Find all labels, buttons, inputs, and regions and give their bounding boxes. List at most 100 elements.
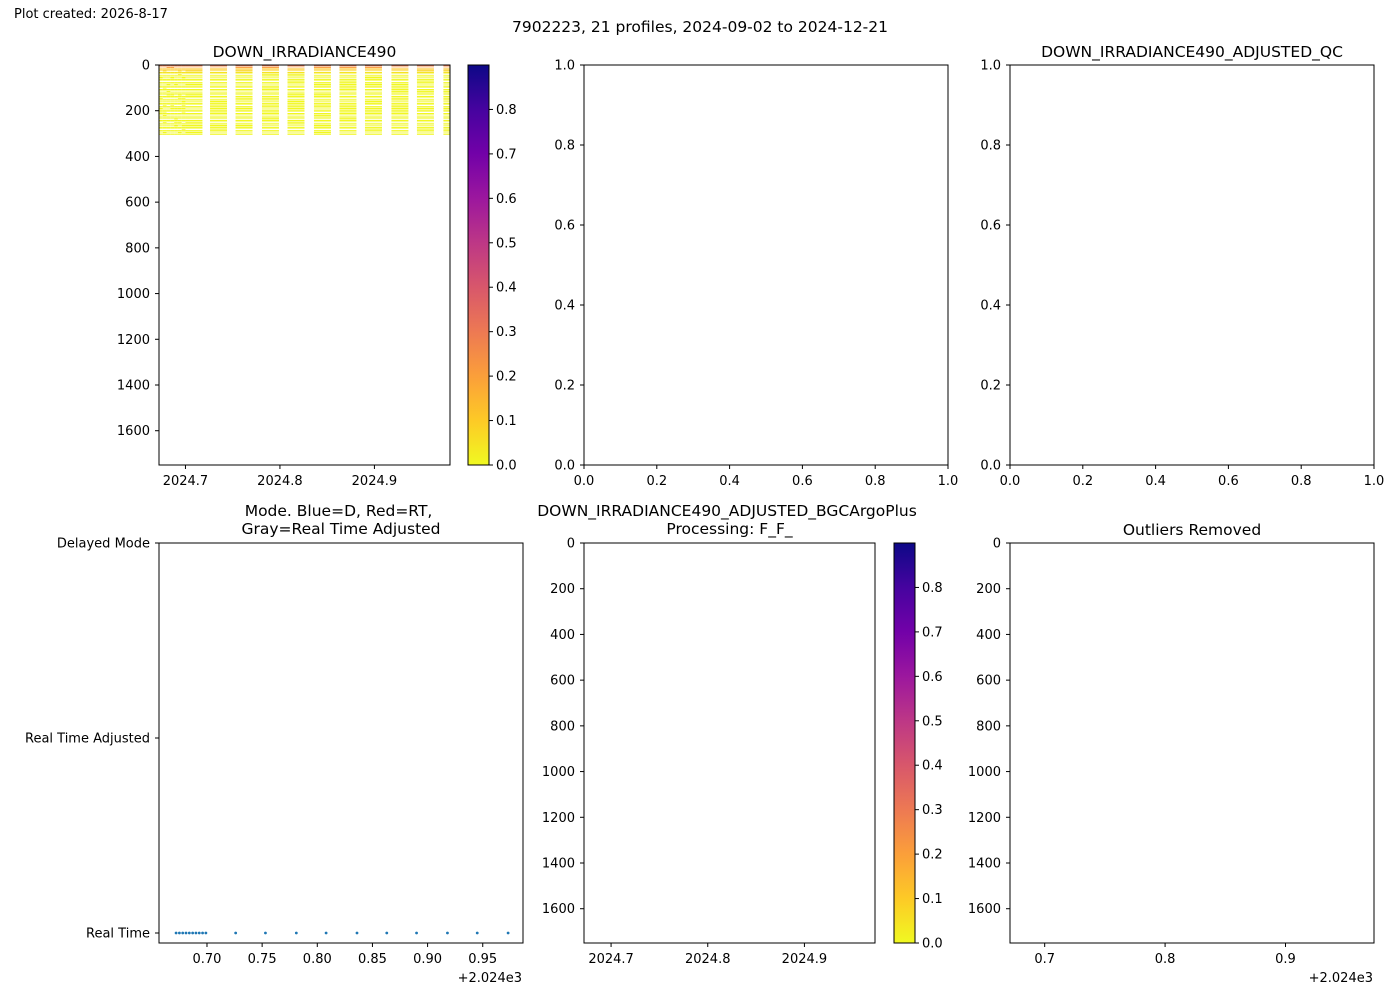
irradiance-cell — [364, 83, 382, 86]
mode-point — [178, 931, 181, 935]
irradiance-cell — [185, 66, 203, 68]
irradiance-cell — [287, 85, 305, 87]
irradiance-cell — [174, 114, 178, 116]
mode-point — [197, 931, 201, 935]
irradiance-cell — [159, 83, 163, 85]
irradiance-profile — [170, 65, 175, 135]
irradiance-cell — [235, 80, 253, 82]
irradiance-cell — [162, 90, 167, 92]
irradiance-cell — [364, 66, 382, 68]
irradiance-cell — [416, 78, 434, 80]
irradiance-cell — [166, 133, 171, 135]
irradiance-cell — [391, 133, 409, 135]
irradiance-cell — [159, 94, 163, 95]
irradiance-cell — [210, 94, 228, 95]
irradiance-cell — [162, 107, 167, 109]
irradiance-cell — [185, 75, 203, 77]
mode-point — [184, 931, 188, 935]
irradiance-cell — [170, 70, 175, 71]
irradiance-cell — [159, 104, 163, 106]
irradiance-cell — [443, 119, 450, 122]
irradiance-cell — [235, 130, 253, 132]
bgcargoplus-ytick-label: 1400 — [542, 857, 575, 872]
irradiance-cell — [339, 111, 357, 113]
irradiance-cell — [287, 114, 305, 116]
irradiance-cell — [177, 65, 182, 67]
irradiance-cell — [391, 71, 409, 74]
irradiance-cell — [170, 107, 175, 110]
irradiance-cell — [170, 102, 175, 104]
irradiance-cell — [159, 114, 163, 116]
irradiance-cell — [261, 101, 279, 102]
irradiance-cell — [159, 75, 163, 77]
irradiance-cell — [174, 119, 178, 122]
irradiance-cell — [339, 130, 357, 132]
irradiance-cell — [391, 130, 409, 132]
irradiance-cell — [210, 111, 228, 113]
irradiance-cell — [261, 71, 279, 74]
irradiance-cell — [339, 80, 357, 82]
irradiance-cell — [416, 94, 434, 95]
outliers-xtick-label: 0.8 — [1155, 952, 1176, 967]
irradiance-cell — [287, 83, 305, 85]
irradiance-cell — [181, 123, 186, 125]
irradiance-cell — [339, 119, 357, 122]
irradiance-cell — [339, 77, 357, 78]
irradiance-cell — [416, 82, 434, 84]
irradiance-cell — [170, 78, 175, 80]
irradiance-cell — [174, 123, 178, 125]
irradiance-cell — [159, 68, 163, 70]
adjusted-qc-ytick-label: 0.6 — [980, 219, 1001, 234]
mode-title: Mode. Blue=D, Red=RT, Gray=Real Time Adj… — [241, 502, 440, 538]
irradiance-cell — [391, 83, 409, 86]
irradiance-cell — [166, 119, 171, 122]
irradiance-cell — [235, 73, 253, 75]
irradiance-cell — [416, 65, 434, 67]
irradiance-cell — [170, 99, 175, 101]
irradiance-cell — [162, 130, 167, 132]
irradiance-cell — [166, 65, 171, 67]
irradiance-cell — [162, 114, 167, 116]
irradiance-cell — [261, 77, 279, 78]
irradiance-cell — [313, 101, 331, 102]
irradiance-cell — [416, 109, 434, 111]
irradiance-cell — [443, 131, 450, 133]
irradiance-cell — [210, 71, 228, 74]
irradiance-cell — [174, 65, 178, 67]
irradiance-cell — [177, 90, 182, 92]
irradiance-colorbar-tick-label: 0.5 — [496, 236, 517, 251]
irradiance-cell — [261, 118, 279, 120]
irradiance-cell — [339, 114, 357, 116]
irradiance-cell — [210, 77, 228, 78]
irradiance-cell — [170, 71, 175, 74]
irradiance-cell — [339, 126, 357, 128]
mode-xtick-label: 0.70 — [193, 952, 222, 967]
irradiance-cell — [313, 87, 331, 88]
irradiance-cell — [391, 106, 409, 108]
irradiance-cell — [339, 70, 357, 71]
bgcargoplus-xtick-label: 2024.9 — [782, 952, 828, 967]
mode-xtick-label: 0.75 — [248, 952, 277, 967]
irradiance-cell — [181, 113, 186, 115]
irradiance-cell — [339, 78, 357, 80]
irradiance-cell — [364, 123, 382, 125]
irradiance-cell — [261, 113, 279, 115]
irradiance-cell — [261, 65, 279, 67]
bgcargoplus-colorbar-tick-label: 0.8 — [922, 581, 943, 596]
irradiance-cell — [177, 92, 182, 94]
irradiance-cell — [185, 71, 203, 74]
mode-panel: Mode. Blue=D, Red=RT, Gray=Real Time Adj… — [25, 502, 524, 986]
plot-created-label: Plot created: 2026-8-17 — [14, 7, 168, 22]
irradiance-cell — [170, 75, 175, 77]
irradiance-cell — [162, 101, 167, 102]
irradiance-colorbar-tick-label: 0.2 — [496, 370, 517, 385]
irradiance-cell — [174, 107, 178, 110]
irradiance-cell — [287, 116, 305, 118]
irradiance-profile — [235, 65, 253, 135]
irradiance-cell — [443, 66, 450, 68]
mode-xtick-label: 0.85 — [358, 952, 387, 967]
irradiance-cell — [416, 83, 434, 85]
irradiance-cell — [443, 133, 450, 135]
irradiance-cell — [287, 78, 305, 80]
irradiance-cell — [177, 66, 182, 68]
